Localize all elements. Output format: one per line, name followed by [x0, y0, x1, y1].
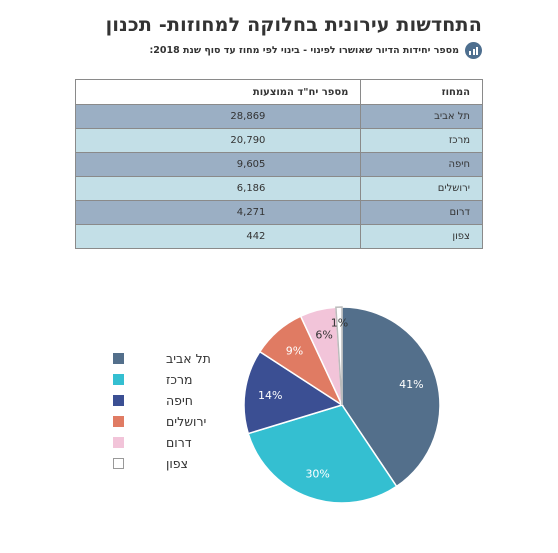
slice-label: 14%	[258, 389, 282, 402]
legend-label: צפון	[166, 456, 189, 471]
district-cell: דרום	[360, 200, 483, 225]
district-units-table: המחוז מספר יח"ד המוצעות תל אביב 28,869 מ…	[74, 79, 483, 249]
legend-label: תל אביב	[166, 351, 211, 366]
legend-swatch	[113, 374, 124, 385]
table-row: צפון 442	[74, 224, 483, 249]
table-header-row: המחוז מספר יח"ד המוצעות	[74, 79, 483, 105]
legend-item: ירושלים	[113, 411, 226, 432]
legend-item: מרכז	[113, 369, 226, 390]
pie-slice	[247, 404, 398, 504]
pie-slice	[243, 350, 344, 435]
slice-label: 41%	[399, 378, 423, 391]
pie-slice	[341, 306, 441, 488]
legend-item: תל אביב	[113, 348, 226, 369]
legend-item: חיפה	[113, 390, 226, 411]
district-cell: חיפה	[360, 152, 483, 177]
legend-swatch	[113, 458, 124, 469]
pie-slice	[335, 306, 343, 406]
legend-swatch	[113, 353, 124, 364]
bar-chart-icon	[465, 42, 482, 59]
table-row: חיפה 9,605	[74, 152, 483, 177]
units-cell: 4,271	[74, 200, 362, 225]
legend-item: דרום	[113, 432, 226, 453]
legend-swatch	[113, 437, 124, 448]
district-cell: מרכז	[360, 128, 483, 153]
legend-label: חיפה	[166, 393, 193, 408]
units-cell: 9,605	[74, 152, 362, 177]
legend-label: דרום	[166, 435, 192, 450]
legend-swatch	[113, 416, 124, 427]
units-cell: 20,790	[74, 128, 362, 153]
column-header-district: המחוז	[360, 79, 483, 105]
table-row: ירושלים 6,186	[74, 176, 483, 201]
table-row: מרכז 20,790	[74, 128, 483, 153]
legend-label: ירושלים	[166, 414, 207, 429]
page-title: התחדשות עירונית בחלוקה למחוזות- תכנון	[105, 14, 482, 36]
column-header-units: מספר יח"ד המוצעות	[74, 79, 362, 105]
slice-label: 1%	[331, 317, 348, 330]
legend-swatch	[113, 395, 124, 406]
units-cell: 442	[74, 224, 362, 249]
subtitle-row: מספר יחידות הדיור שאושרו לפינוי - בינוי …	[149, 42, 482, 59]
district-cell: ירושלים	[360, 176, 483, 201]
units-cell: 28,869	[74, 104, 362, 129]
units-cell: 6,186	[74, 176, 362, 201]
slice-label: 6%	[315, 329, 332, 342]
chart-subtitle: מספר יחידות הדיור שאושרו לפינוי - בינוי …	[149, 45, 459, 56]
slice-label: 9%	[286, 344, 303, 357]
legend-label: מרכז	[166, 372, 193, 387]
district-cell: צפון	[360, 224, 483, 249]
legend-item: צפון	[113, 453, 226, 474]
slice-label: 30%	[305, 467, 329, 480]
table-row: דרום 4,271	[74, 200, 483, 225]
chart-legend: תל אביב מרכז חיפה ירושלים דרום צפון	[113, 348, 226, 474]
